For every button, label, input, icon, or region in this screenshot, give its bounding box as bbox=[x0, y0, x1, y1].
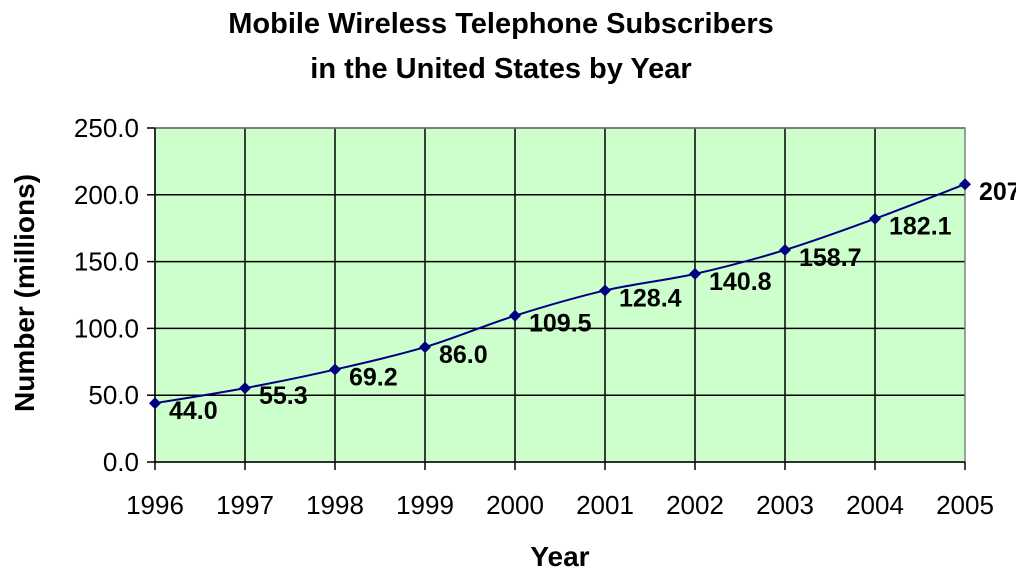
data-point-marker bbox=[149, 397, 161, 410]
y-tick-label: 0.0 bbox=[103, 447, 139, 477]
data-label: 86.0 bbox=[439, 341, 488, 369]
tick-labels: 0.0 50.0 100.0 150.0 200.0 250.0 1996 1997 1998 1… bbox=[74, 113, 994, 520]
x-tick-label: 2003 bbox=[756, 490, 814, 520]
data-label: 182.1 bbox=[889, 213, 952, 241]
data-point-marker bbox=[959, 178, 971, 191]
x-tick-label: 2002 bbox=[666, 490, 724, 520]
chart-title-line-1: Mobile Wireless Telephone Subscribers bbox=[228, 8, 774, 40]
data-label: 140.8 bbox=[709, 268, 772, 296]
data-labels: 44.0 55.3 69.2 86.0 109.5 128.4 140.8 158.7 182.… bbox=[169, 178, 1016, 425]
data-label: 207.9 bbox=[979, 178, 1016, 206]
data-point-marker bbox=[239, 382, 251, 395]
x-tick-label: 2004 bbox=[846, 490, 904, 520]
x-tick-label: 2000 bbox=[486, 490, 544, 520]
data-point-marker bbox=[689, 267, 701, 280]
data-point-marker bbox=[779, 243, 791, 256]
x-tick-label: 1996 bbox=[126, 490, 184, 520]
x-tick-label: 2001 bbox=[576, 490, 634, 520]
y-tick-label: 50.0 bbox=[88, 380, 139, 410]
x-tick-label: 1999 bbox=[396, 490, 454, 520]
data-label: 158.7 bbox=[799, 244, 862, 272]
y-tick-label: 200.0 bbox=[74, 180, 139, 210]
y-tick-label: 150.0 bbox=[74, 247, 139, 277]
x-tick-label: 2005 bbox=[936, 490, 994, 520]
series-group bbox=[149, 178, 971, 410]
data-label: 128.4 bbox=[619, 284, 682, 312]
data-point-marker bbox=[599, 284, 611, 297]
data-label: 69.2 bbox=[349, 364, 398, 392]
data-point-marker bbox=[419, 341, 431, 354]
data-point-marker bbox=[869, 212, 881, 225]
data-label: 55.3 bbox=[259, 382, 308, 410]
plot-area bbox=[155, 128, 965, 462]
series-line bbox=[154, 183, 966, 405]
y-axis-title: Number (millions) bbox=[9, 174, 40, 412]
chart-title-line-2: in the United States by Year bbox=[310, 53, 691, 85]
x-tick-label: 1997 bbox=[216, 490, 274, 520]
y-tick-label: 250.0 bbox=[74, 113, 139, 143]
data-label: 44.0 bbox=[169, 397, 218, 425]
data-point-marker bbox=[509, 309, 521, 322]
x-tick-label: 1998 bbox=[306, 490, 364, 520]
data-point-marker bbox=[329, 363, 341, 376]
x-axis-title: Year bbox=[530, 541, 589, 569]
data-label: 109.5 bbox=[529, 310, 592, 338]
y-tick-label: 100.0 bbox=[74, 313, 139, 343]
